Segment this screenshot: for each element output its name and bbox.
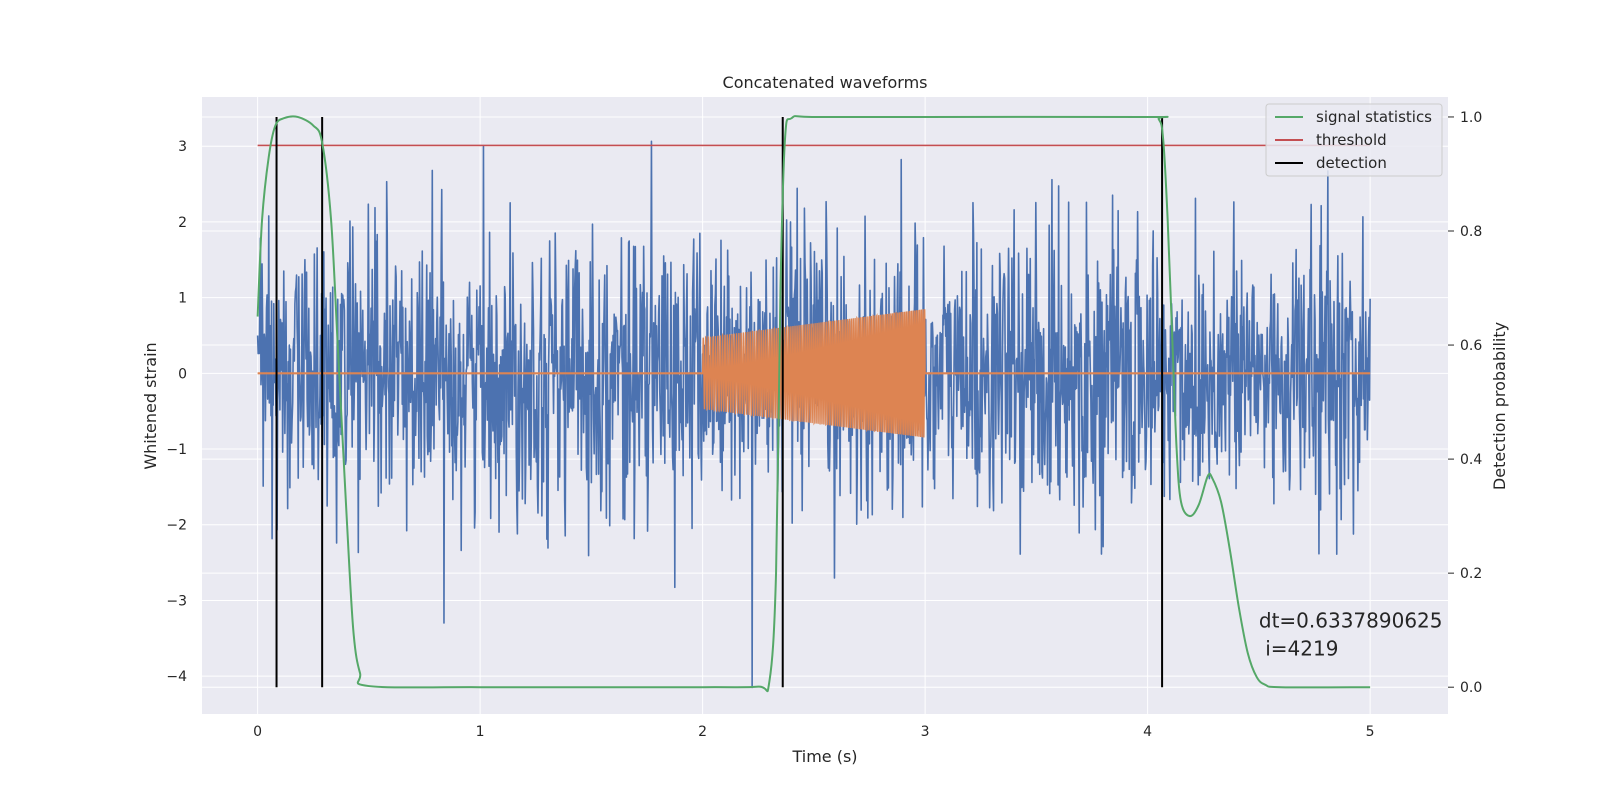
y-right-axis-label: Detection probability: [1490, 322, 1509, 490]
y-right-tick-label: 0.4: [1460, 452, 1482, 468]
x-tick-label: 4: [1143, 724, 1152, 740]
y-tick-label: 2: [178, 215, 187, 231]
y-tick-label: −4: [166, 669, 187, 685]
y-right-tick-label: 0.6: [1460, 338, 1482, 354]
waveform-series-line: [701, 309, 926, 438]
legend-label-signal-statistics: signal statistics: [1316, 108, 1432, 126]
y-right-tick-label: 0.8: [1460, 224, 1482, 240]
y-axis-label: Whitened strain: [141, 342, 160, 469]
annotation: dt=0.6337890625 i=4219: [1259, 608, 1443, 660]
legend-box: [1265, 103, 1443, 177]
y-right-tick-label: 0.0: [1460, 680, 1482, 696]
signal-statistics-series-line: [256, 115, 1371, 693]
y-tick-label: 3: [178, 139, 187, 155]
x-tick-label: 5: [1366, 724, 1375, 740]
x-axis-ticks: 0 1 2 3 4 5: [253, 724, 1374, 740]
y-tick-label: −2: [166, 518, 187, 534]
y-tick-label: −3: [166, 593, 187, 609]
y-right-tick-label: 0.2: [1460, 566, 1482, 582]
y-right-tick-label: 1.0: [1460, 110, 1482, 126]
x-tick-label: 3: [921, 724, 930, 740]
x-axis-label: Time (s): [791, 747, 857, 766]
x-tick-label: 1: [476, 724, 485, 740]
y-tick-label: 0: [178, 366, 187, 382]
legend: signal statistics threshold detection: [1265, 103, 1443, 177]
x-tick-label: 0: [253, 724, 262, 740]
legend-label-detection: detection: [1316, 154, 1387, 172]
y-tick-label: 1: [178, 291, 187, 307]
annotation-index: i=4219: [1259, 636, 1339, 660]
legend-label-threshold: threshold: [1316, 131, 1387, 149]
annotation-dt: dt=0.6337890625: [1259, 608, 1443, 632]
y-right-axis-ticks: 0.0 0.2 0.4 0.6 0.8 1.0: [1448, 110, 1482, 696]
y-tick-label: −1: [166, 442, 187, 458]
detection-series: [275, 116, 1164, 688]
y-axis-ticks: −4 −3 −2 −1 0 1 2 3: [166, 139, 187, 685]
x-tick-label: 2: [698, 724, 707, 740]
chart-title: Concatenated waveforms: [723, 73, 928, 92]
